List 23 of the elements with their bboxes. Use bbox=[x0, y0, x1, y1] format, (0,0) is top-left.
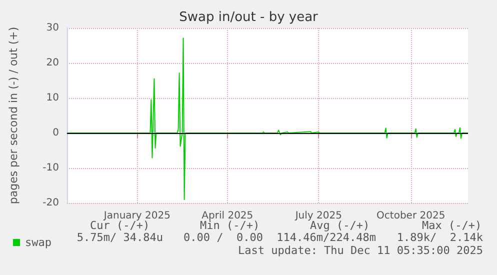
y-tick-label: 20 bbox=[46, 58, 59, 68]
y-tick-label: -20 bbox=[42, 198, 59, 208]
y-tick-label: 30 bbox=[46, 22, 59, 34]
text: Max (-/+) bbox=[422, 219, 482, 232]
y-tick-label: 0 bbox=[52, 128, 59, 138]
text: 1.89k/ 2.14k bbox=[396, 231, 484, 244]
line-series bbox=[66, 38, 468, 200]
chart-title: Swap in/out - by year bbox=[179, 10, 319, 25]
text: 114.46m/224.48m bbox=[276, 231, 376, 244]
y-tick-label: 10 bbox=[46, 92, 59, 104]
x-tick-label: January 2025 bbox=[102, 210, 170, 222]
x-tick-label: April 2025 bbox=[202, 210, 254, 222]
text: 5.75m/ 34.84u bbox=[76, 231, 163, 244]
legend-label: swap bbox=[25, 236, 52, 249]
x-tick-label: October 2025 bbox=[376, 210, 446, 222]
y-tick-label: -10 bbox=[42, 162, 59, 174]
x-tick-label: July 2025 bbox=[294, 210, 342, 222]
text: Avg (-/+) bbox=[310, 219, 370, 232]
text: Min (-/+) bbox=[200, 219, 260, 232]
text: 0.00 / 0.00 bbox=[184, 231, 264, 244]
text: Last update: Thu Dec 11 05:35:00 2025 bbox=[238, 244, 484, 257]
text: Cur (-/+) bbox=[90, 219, 150, 232]
y-axis-title: pages per second in (-) / out (+) bbox=[7, 26, 20, 204]
